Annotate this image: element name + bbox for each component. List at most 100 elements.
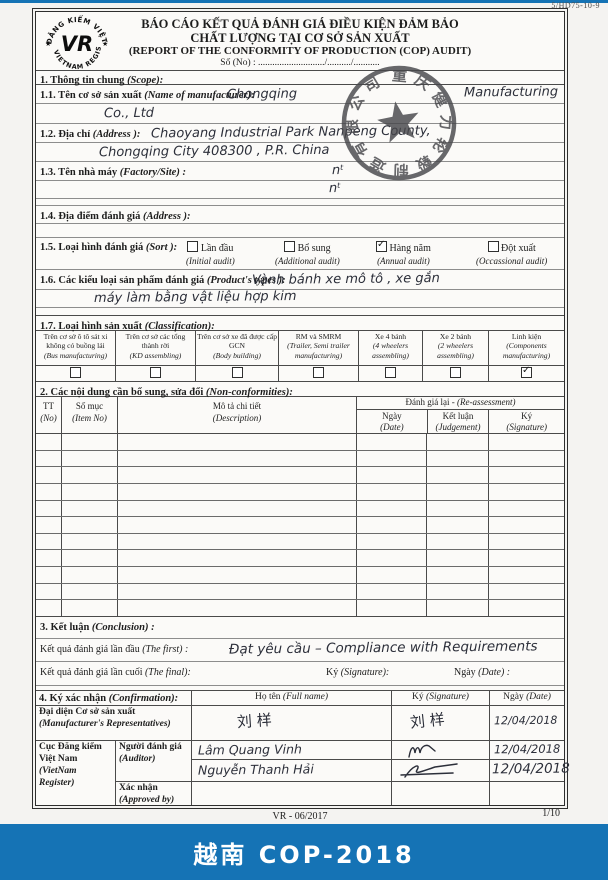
top-blue-strip	[0, 0, 608, 3]
final-date-label: Ngày (Date) :	[454, 667, 511, 678]
row-approved-by: Xác nhận (Approved by)	[115, 781, 191, 805]
sort-option-additional: Bổ sung (Additional audit)	[275, 241, 340, 266]
rep-name-cell: 刘 样	[191, 705, 391, 740]
auditor2-signature	[400, 763, 458, 778]
classification-col-4wheel: Xe 4 bánh (4 wheelers assembling)	[358, 331, 422, 365]
cop-audit-form: ĐĂNG KIỂM VIỆT NAM VIETNAM REGISTER ★ ★ …	[32, 8, 570, 809]
nonconformity-empty-row	[36, 567, 564, 584]
approved-name-cell	[191, 781, 391, 805]
classification-col-kd: Trên cơ sở các tổng thành rời (KD assembl…	[115, 331, 195, 365]
logo-star-left: ★	[45, 40, 51, 48]
logo-star-right: ★	[102, 40, 108, 48]
classification-col-bus: Trên cơ sở ô tô sát xi không có buồng lá…	[43, 332, 108, 360]
hw-manufacturer-line2: Co., Ltd	[103, 105, 155, 122]
checkbox-annual-audit	[376, 239, 387, 252]
report-title-vn-line1: BÁO CÁO KẾT QUẢ ĐÁNH GIÁ ĐIỀU KIỆN ĐẢM B…	[141, 17, 459, 31]
checkbox-kd	[150, 367, 161, 378]
hw-product-types-line2: máy làm bằng vật liệu hợp kim	[93, 288, 297, 307]
row-manufacturer-rep: Đại diện Cơ sở sản xuất (Manufacturer's R…	[36, 705, 191, 740]
auditor2-sig-cell	[391, 759, 489, 781]
field-1-4: 1.4. Địa điểm đánh giá (Address ):	[36, 206, 564, 224]
hw-manufacturer-part2: Manufacturing	[463, 84, 559, 101]
sort-option-occasional: Đột xuất (Occassional audit)	[476, 241, 548, 266]
checkbox-body	[231, 367, 243, 378]
field-1-2-line2: Chongqing City 408300 , P.R. China	[36, 143, 564, 162]
auditor1-date-cell: 12/04/2018	[489, 740, 564, 759]
nonconformity-empty-row	[36, 434, 564, 451]
approved-sig-cell	[391, 781, 489, 805]
checkbox-occasional-audit	[487, 241, 499, 252]
nonconformity-empty-row	[36, 550, 564, 568]
nonconformity-empty-row	[36, 600, 564, 618]
hw-manufacturer-part1: Chongqing	[226, 86, 298, 103]
sort-option-annual: Hàng năm(Annual audit)	[376, 239, 431, 266]
report-title-en: (REPORT OF THE CONFORMITY OF PRODUCTION …	[128, 45, 472, 57]
row-auditor: Người đánh giá (Auditor)	[115, 740, 191, 781]
auditor1-signature	[408, 744, 436, 758]
sort-option-initial: Lần đầu (Initial audit)	[186, 241, 235, 266]
col-date: Ngày (Date)	[489, 690, 564, 705]
hw-address-line1: Chaoyang Industrial Park Nanpeng County,	[150, 123, 431, 142]
classification-header-row: Trên cơ sở ô tô sát xi không có buồng lá…	[36, 331, 564, 366]
col-description: Mô tả chi tiết (Description)	[117, 397, 356, 433]
checkbox-components	[521, 365, 532, 378]
reassessment-header: Đánh giá lại - (Re-assessment)	[357, 397, 564, 410]
spacer-row	[36, 224, 564, 238]
form-header: ĐĂNG KIỂM VIỆT NAM VIETNAM REGISTER ★ ★ …	[35, 9, 564, 71]
hw-rep-date: 12/04/2018	[493, 713, 558, 728]
row-vietnam-register: Cục Đăng kiểm Việt Nam (VietNam Register)	[36, 740, 115, 805]
hw-auditor1-date: 12/04/2018	[493, 741, 561, 757]
conclusion-first: Kết quả đánh giá lần đầu (The first) : Đ…	[36, 638, 564, 662]
hw-conclusion-first: Đạt yêu cầu – Compliance with Requiremen…	[228, 638, 538, 658]
auditor2-name-cell: Nguyễn Thanh Hải	[191, 759, 391, 781]
col-tt: TT (No)	[40, 401, 57, 423]
rep-date-cell: 12/04/2018	[489, 705, 564, 740]
caption-text: 越南 COP-2018	[193, 840, 415, 869]
field-1-2: 1.2. Địa chỉ (Address ): Chaoyang Indust…	[36, 124, 564, 143]
section2-title: 2. Các nội dung cần bổ sung, sửa đổi (No…	[36, 382, 564, 398]
classification-col-trailer: RM và SMRM (Trailer, Semi trailer manufac…	[278, 331, 358, 365]
classification-col-components: Linh kiện (Components manufacturing)	[488, 331, 564, 365]
checkbox-bus	[70, 367, 81, 378]
hw-auditor2-date: 12/04/2018	[491, 760, 570, 778]
final-sign-label: Ký (Signature):	[326, 667, 390, 678]
caption-bar: 越南 COP-2018	[0, 824, 608, 880]
nonconformity-empty-row	[36, 467, 564, 484]
nonconformity-empty-rows	[36, 434, 564, 618]
section4-title: 4. Ký xác nhận (Confirmation):	[36, 690, 191, 705]
form-code: VR - 06/2017	[272, 811, 328, 822]
nonconformity-empty-row	[36, 500, 564, 518]
checkbox-trailer	[313, 367, 324, 378]
nonconformity-table-header: TT (No) Số mục (Item No) Mô tả chi tiết (De…	[36, 397, 564, 434]
classification-checkbox-row	[36, 365, 564, 382]
checkbox-additional-audit	[284, 241, 296, 252]
col-item-no: Số mục (Item No)	[61, 397, 117, 433]
approved-date-cell	[489, 781, 564, 805]
field-1-5: 1.5. Loại hình đánh giá (Sort ): Lần đầu…	[36, 238, 564, 270]
hw-factory-site: nᵗ	[331, 162, 345, 179]
report-title-vn-line2: CHẤT LƯỢNG TẠI CƠ SỞ SẢN XUẤT	[190, 31, 410, 45]
col-signature: Ký (Signature)	[488, 409, 564, 433]
col-sign: Ký (Signature)	[391, 690, 489, 705]
section1-title: 1. Thông tin chung (Scope):	[36, 70, 564, 86]
field-1-1-line2: Co., Ltd	[36, 104, 564, 124]
hw-auditor1-name: Lâm Quang Vinh	[197, 741, 302, 758]
report-number-line: Số (No) : ............................/.…	[220, 58, 380, 68]
classification-col-body: Trên cơ sở xe đã được cấp GCN (Body build…	[195, 331, 278, 365]
auditor2-date-cell: 12/04/2018	[489, 759, 570, 781]
nonconformity-empty-row	[36, 483, 564, 501]
field-1-6-line2: máy làm bằng vật liệu hợp kim	[36, 288, 564, 308]
reassessment-block: Đánh giá lại - (Re-assessment) Ngày (Date…	[356, 397, 564, 433]
field-1-3-line2: nᵗ	[36, 181, 564, 199]
nonconformity-empty-row	[36, 583, 564, 601]
nonconformity-empty-row	[36, 517, 564, 534]
field-1-6: 1.6. Các kiểu loại sản phẩm đánh giá (Pr…	[36, 270, 564, 290]
spacer-row	[36, 199, 564, 206]
document-reference-number: 5/HD75-10-9	[551, 1, 600, 10]
field-1-1: 1.1. Tên cơ sở sản xuất (Name of manufac…	[36, 85, 564, 104]
vietnam-register-logo: ĐĂNG KIỂM VIỆT NAM VIETNAM REGISTER ★ ★ …	[35, 9, 115, 76]
hw-product-types-line1: Vành bánh xe mô tô , xe gắn	[251, 271, 440, 288]
checkbox-initial-audit	[187, 241, 199, 252]
section3-title: 3. Kết luận (Conclusion) :	[36, 617, 564, 639]
section-1-7-title: 1.7. Loại hình sản xuất (Classification)…	[36, 316, 564, 332]
